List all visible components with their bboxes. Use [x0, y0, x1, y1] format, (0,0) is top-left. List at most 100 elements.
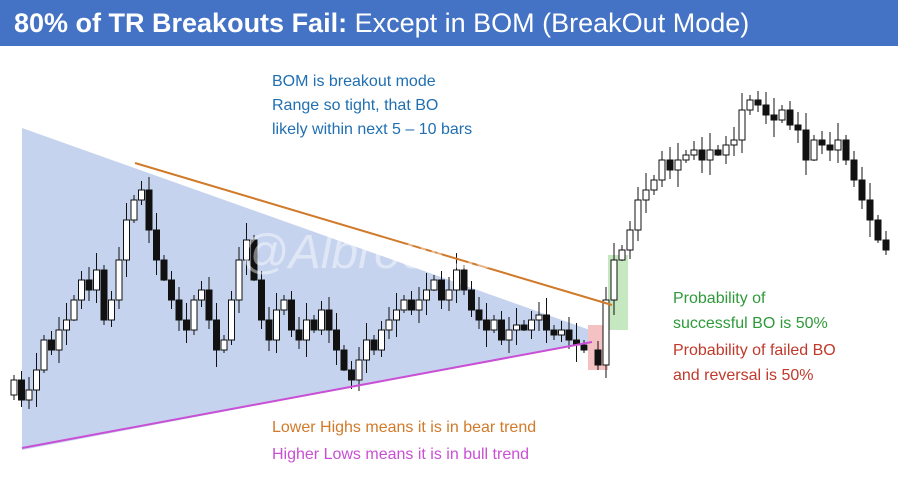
candle-body [650, 179, 658, 191]
candle-body [730, 139, 738, 146]
higher-lows-line [21, 341, 593, 449]
candle-body [108, 299, 115, 321]
candle-body [415, 299, 423, 311]
candle-body [842, 139, 850, 161]
candle-body [658, 159, 666, 181]
candle-body [288, 299, 295, 331]
candle-body [385, 319, 393, 331]
candle-body [190, 299, 198, 331]
candle-body [722, 144, 730, 156]
candle-body [378, 329, 385, 351]
candle-body [168, 279, 175, 301]
candle-body [674, 159, 682, 171]
candle-body [303, 319, 310, 341]
candle-body [115, 259, 123, 301]
candle-body [408, 299, 415, 311]
candle-body [642, 189, 650, 201]
candle-body [183, 319, 190, 331]
candle-body [618, 249, 626, 261]
candle-body [280, 299, 288, 311]
candle-body [520, 324, 528, 331]
candle-body [340, 349, 348, 371]
candle-body [626, 229, 634, 251]
candle-body [198, 289, 205, 301]
candle-body [123, 219, 130, 261]
candle-body [754, 99, 762, 106]
candle-body [85, 279, 93, 291]
candle-body [153, 229, 160, 261]
bom-note: Range so tight, that BO [272, 97, 438, 114]
candle-body [602, 299, 610, 366]
candle-body [243, 239, 250, 261]
candle-body [550, 329, 558, 336]
candle-body [834, 139, 842, 151]
fail-note: and reversal is 50% [673, 367, 814, 384]
title-bar: 80% of TR Breakouts Fail: Except in BOM … [0, 0, 898, 46]
candle-body [858, 179, 866, 201]
candle-body [220, 339, 228, 351]
fail-note: Probability of failed BO [673, 342, 836, 359]
candle-body [400, 299, 408, 311]
candle-body [48, 339, 55, 351]
candle-body [558, 329, 565, 336]
candle-body [370, 339, 378, 351]
candle-body [318, 309, 325, 331]
title-bold: 80% of TR Breakouts Fail: [14, 8, 348, 38]
candle-body [634, 199, 642, 231]
candle-body [594, 349, 602, 366]
triangle-area [22, 128, 590, 450]
success-note: Probability of [673, 290, 766, 307]
candle-body [438, 279, 445, 301]
candle-body [850, 159, 858, 181]
candle-body [333, 329, 340, 351]
candle-body [746, 99, 754, 111]
candle-body [310, 319, 318, 331]
lower-highs-line [134, 162, 613, 306]
watermark: @Albrooksall [240, 226, 525, 279]
candle-body [698, 149, 706, 161]
candle-body [810, 139, 818, 161]
candle-body [826, 144, 834, 151]
candle-body [580, 344, 588, 351]
success-note: successful BO is 50% [673, 315, 828, 332]
slide: @Albrooksall BOM is breakout mode Range … [10, 73, 890, 463]
candle-body [40, 339, 48, 371]
higher-lows-note: Higher Lows means it is in bull trend [272, 446, 529, 463]
candle-body [778, 109, 786, 121]
candle-body [63, 319, 70, 331]
candle-body [273, 309, 280, 341]
candle-body [770, 114, 778, 121]
candle-body [528, 319, 535, 331]
candle-body [475, 309, 483, 321]
candle-body [714, 149, 722, 156]
candle-body [265, 319, 273, 341]
candle-body [468, 289, 475, 311]
candle-body [565, 329, 573, 341]
candle-body [866, 199, 874, 221]
candle-body [235, 259, 243, 301]
candle-body [355, 359, 363, 381]
candle-body [18, 379, 25, 401]
candle-body [666, 159, 674, 171]
candle-body [445, 289, 453, 301]
candle-body [610, 259, 618, 301]
candle-body [33, 369, 40, 391]
candle-body [175, 299, 183, 321]
candles [10, 91, 890, 409]
candle-body [460, 269, 468, 291]
candle-body [453, 269, 460, 291]
candle-body [535, 314, 543, 321]
candle-body [423, 289, 430, 301]
candle-body [483, 319, 490, 331]
candle-body [874, 219, 882, 241]
candle-body [505, 329, 513, 341]
candle-body [682, 154, 690, 161]
candle-body [430, 279, 438, 291]
lower-highs-note: Lower Highs means it is in bear trend [272, 419, 536, 436]
candle-body [363, 339, 370, 361]
candle-body [802, 129, 810, 161]
bom-note: BOM is breakout mode [272, 73, 436, 90]
candle-body [738, 109, 746, 141]
candle-body [706, 149, 714, 161]
candle-body [55, 329, 63, 351]
